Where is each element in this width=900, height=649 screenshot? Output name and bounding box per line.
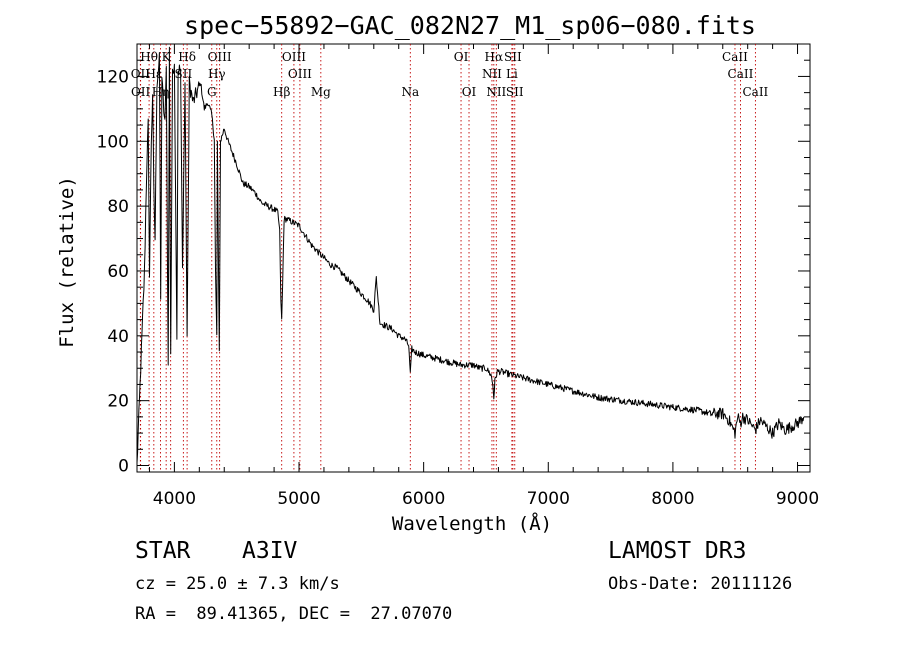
line-label: Hγ — [208, 67, 226, 81]
y-tick-label: 80 — [107, 197, 129, 217]
redshift-velocity: cz = 25.0 ± 7.3 km/s — [135, 574, 340, 594]
line-label: Mg — [311, 85, 331, 99]
line-label: SII — [506, 85, 524, 99]
chart-title: spec−55892−GAC_082N27_M1_sp06−080.fits — [184, 11, 756, 40]
spectral-subclass: A3IV — [242, 538, 298, 564]
line-label: Hβ — [273, 85, 290, 99]
x-tick-label: 6000 — [402, 489, 445, 509]
coordinates: RA = 89.41365, DEC = 27.07070 — [135, 604, 453, 624]
line-label: Hδ — [178, 50, 196, 64]
line-label: Hθ — [140, 50, 158, 64]
y-tick-label: 40 — [107, 327, 129, 347]
y-tick-label: 0 — [118, 457, 129, 477]
line-label: OI — [454, 50, 469, 64]
line-label: Na — [401, 85, 419, 99]
line-label: CaII — [722, 50, 748, 64]
line-label: CaII — [728, 67, 754, 81]
x-axis-label: Wavelength (Å) — [392, 512, 552, 535]
x-tick-label: 9000 — [776, 489, 819, 509]
line-label: Hα — [485, 50, 504, 64]
survey-name: LAMOST DR3 — [608, 538, 747, 564]
y-tick-label: 20 — [107, 392, 129, 412]
y-axis-label: Flux (relative) — [56, 176, 78, 348]
x-tick-label: 5000 — [277, 489, 320, 509]
y-tick-label: 120 — [97, 67, 129, 87]
x-tick-label: 4000 — [153, 489, 196, 509]
line-label: K — [162, 50, 172, 64]
line-label: CaII — [742, 85, 768, 99]
x-tick-label: 8000 — [651, 489, 694, 509]
line-label: G — [207, 85, 217, 99]
x-tick-label: 7000 — [527, 489, 570, 509]
line-label: OIII — [208, 50, 232, 64]
y-tick-label: 100 — [97, 132, 129, 152]
line-label: Li — [506, 67, 518, 81]
line-label: NII — [486, 85, 506, 99]
line-label: OII — [131, 67, 151, 81]
line-label: SII — [175, 67, 193, 81]
line-label: OI — [462, 85, 477, 99]
line-label: Hε — [145, 67, 162, 81]
line-label: OIII — [282, 50, 306, 64]
plot-frame — [136, 43, 811, 473]
line-label: OII — [131, 85, 151, 99]
line-label: NII — [482, 67, 502, 81]
object-class: STAR — [135, 538, 191, 564]
spectrum-line — [136, 46, 805, 464]
line-label: Hη — [152, 85, 170, 99]
y-tick-label: 60 — [107, 262, 129, 282]
line-label: SII — [504, 50, 522, 64]
line-label: OIII — [288, 67, 312, 81]
observation-date: Obs-Date: 20111126 — [608, 574, 793, 594]
